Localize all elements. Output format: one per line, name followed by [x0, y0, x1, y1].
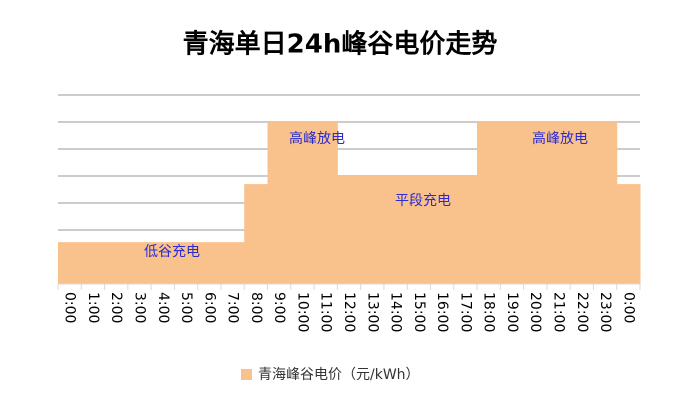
area-step	[477, 122, 501, 284]
area-step	[244, 184, 269, 284]
area-step	[174, 242, 199, 284]
x-tick-label: 21:00	[551, 292, 567, 332]
x-tick-label: 13:00	[364, 292, 380, 332]
area-step	[360, 176, 385, 284]
area-step	[151, 242, 175, 284]
area-step	[127, 242, 152, 284]
x-tick-label: 19:00	[504, 292, 520, 332]
area-step	[337, 176, 362, 284]
x-tick-label: 12:00	[341, 292, 357, 332]
annotation: 平段充电	[395, 193, 451, 209]
x-tick-label: 10:00	[294, 292, 310, 332]
x-tick-label: 18:00	[481, 292, 497, 332]
x-tick-label: 8:00	[248, 292, 264, 323]
area-step	[220, 242, 245, 284]
area-step	[500, 122, 525, 284]
x-tick-label: 15:00	[411, 292, 427, 332]
area-step	[267, 122, 292, 284]
annotation: 高峰放电	[532, 130, 588, 147]
area-step	[430, 176, 455, 284]
x-tick-label: 6:00	[201, 292, 217, 323]
x-tick-label: 17:00	[457, 292, 473, 332]
x-tick-label: 5:00	[178, 292, 194, 323]
x-tick-label: 14:00	[388, 292, 404, 332]
area-step	[570, 122, 594, 284]
legend-swatch	[241, 369, 252, 380]
x-tick-label: 3:00	[131, 292, 147, 323]
annotation: 低谷充电	[144, 244, 200, 260]
area-step	[104, 242, 129, 284]
x-tick-label: 23:00	[597, 292, 613, 332]
x-tick-label: 20:00	[527, 292, 543, 332]
area-step	[197, 242, 222, 284]
area-step	[383, 176, 408, 284]
x-tick-label: 7:00	[225, 292, 241, 323]
x-tick-label: 22:00	[574, 292, 590, 332]
x-tick-label: 1:00	[85, 292, 101, 323]
annotation: 高峰放电	[289, 130, 345, 147]
area-step	[546, 122, 571, 284]
x-tick-label: 0:00	[62, 292, 78, 323]
area-step	[616, 184, 641, 284]
area-step	[58, 242, 82, 284]
area-step	[81, 242, 106, 284]
area-step	[290, 122, 315, 284]
x-tick-label: 11:00	[318, 292, 334, 332]
x-tick-label: 16:00	[434, 292, 450, 332]
x-tick-label: 2:00	[108, 292, 124, 323]
area-step	[523, 122, 548, 284]
x-tick-label: 4:00	[155, 292, 171, 323]
area-step	[407, 176, 431, 284]
chart-title: 青海单日24h峰谷电价走势	[183, 30, 498, 60]
legend-label: 青海峰谷电价（元/kWh）	[258, 367, 420, 383]
x-tick-label: 9:00	[271, 292, 287, 323]
x-tick-label: 0:00	[620, 292, 636, 323]
area-step	[314, 122, 338, 284]
area-step	[593, 122, 618, 284]
area-step	[453, 176, 478, 284]
